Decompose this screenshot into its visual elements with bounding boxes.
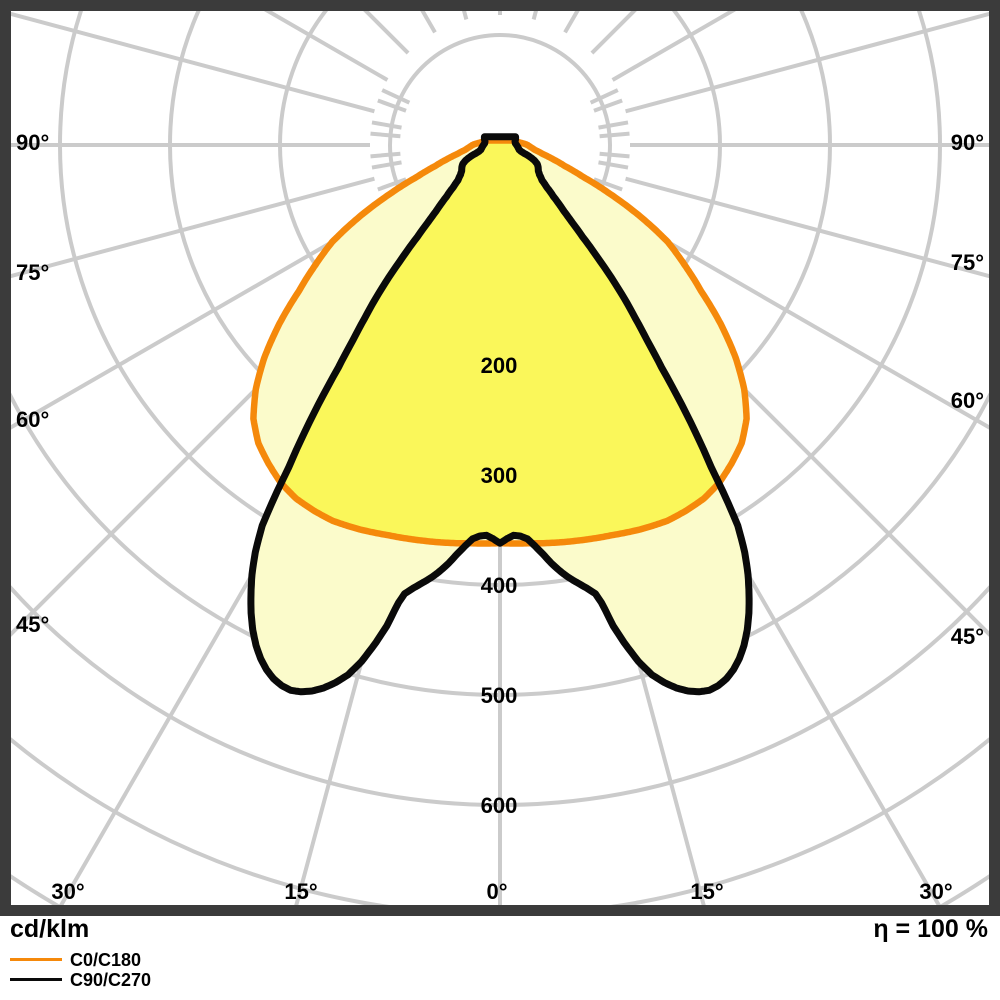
radial-value-label: 500	[481, 683, 518, 708]
grid-angle-tick	[598, 120, 629, 130]
angle-label-left: 45°	[16, 612, 49, 637]
polar-intensity-chart: 200 300 400 500 600 90° 75° 60° 45° 90° 75° 60° 45° 3…	[0, 0, 1000, 917]
angle-label-right: 60°	[951, 388, 984, 413]
angle-label-bottom: 15°	[690, 879, 723, 904]
chart-svg: 200 300 400 500 600 90° 75° 60° 45° 90° 75° 60° 45° 3…	[0, 0, 1000, 917]
angle-label-bottom: 15°	[284, 879, 317, 904]
grid-radial-line	[11, 176, 375, 279]
angle-label-bottom: 30°	[919, 879, 952, 904]
grid-angle-tick	[370, 131, 401, 139]
grid-angle-tick	[377, 177, 407, 192]
plot-area: 200 300 400 500 600	[11, 11, 989, 905]
grid-angle-tick	[371, 120, 402, 130]
grid-radial-line	[625, 176, 989, 279]
angle-label-right: 90°	[951, 130, 984, 155]
c0-c180-line-swatch	[10, 958, 62, 961]
radial-value-label: 300	[481, 463, 518, 488]
angle-label-left: 75°	[16, 260, 49, 285]
c90-c270-curve	[247, 133, 753, 696]
c90-c270-line-swatch	[10, 978, 62, 981]
grid-angle-tick	[371, 160, 402, 170]
grid-radial-line	[11, 11, 375, 114]
grid-angle-tick	[381, 88, 411, 105]
grid-radial-line	[625, 11, 989, 114]
grid-angle-tick	[599, 151, 630, 159]
radial-value-label: 600	[481, 793, 518, 818]
chart-frame	[0, 0, 1000, 916]
angle-label-bottom: 0°	[486, 879, 507, 904]
grid-radial-line	[611, 208, 989, 430]
angle-label-left: 60°	[16, 407, 49, 432]
legend-label-c0-c180: C0/C180	[70, 950, 142, 970]
angle-label-left: 90°	[16, 130, 49, 155]
angle-label-bottom: 30°	[51, 879, 84, 904]
unit-label: cd/klm	[10, 915, 90, 943]
grid-angle-tick	[598, 160, 629, 170]
grid-radial-line	[11, 208, 389, 430]
grid-angle-tick	[370, 151, 401, 159]
efficiency-label: η = 100 %	[873, 915, 988, 943]
grid-angle-tick	[599, 131, 630, 139]
grid-angle-tick	[593, 98, 623, 113]
grid-angle-tick	[589, 88, 619, 105]
grid-radial-line	[590, 235, 989, 637]
radial-value-label: 200	[481, 353, 518, 378]
grid-angle-tick	[377, 98, 407, 113]
angle-label-right: 75°	[951, 250, 984, 275]
angle-label-right: 45°	[951, 624, 984, 649]
radial-value-label: 400	[481, 573, 518, 598]
grid-radial-line	[11, 235, 410, 637]
grid-angle-tick	[593, 177, 623, 192]
curves-overlap-fill	[253, 140, 747, 544]
legend-label-c90-c270: C90/C270	[70, 970, 152, 990]
